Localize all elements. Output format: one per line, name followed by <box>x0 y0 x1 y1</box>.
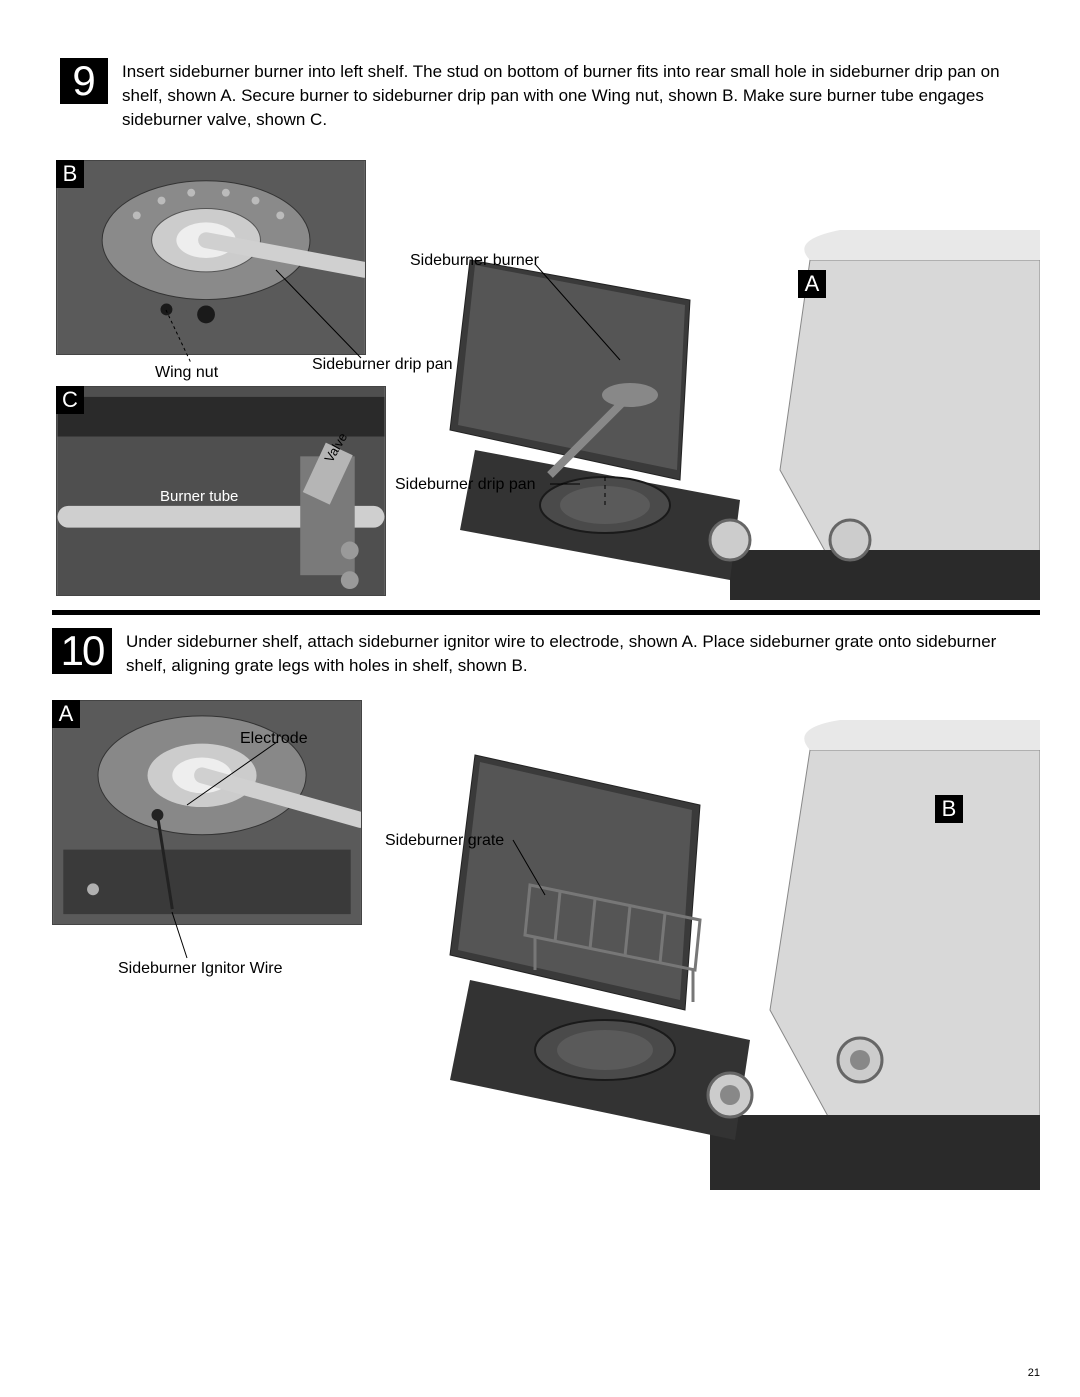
step-9-text: Insert sideburner burner into left shelf… <box>122 58 1040 131</box>
step-number-9: 9 <box>60 58 108 104</box>
step-10-text: Under sideburner shelf, attach sideburne… <box>126 628 1040 678</box>
callout-burner-tube: Burner tube <box>160 488 238 505</box>
step-10-header: 10 Under sideburner shelf, attach sidebu… <box>52 628 1040 678</box>
callout-drip-pan-mid: Sideburner drip pan <box>395 476 536 494</box>
figure-9-a <box>430 220 1040 600</box>
step-9-header: 9 Insert sideburner burner into left she… <box>60 58 1040 131</box>
step-number-10: 10 <box>52 628 112 674</box>
label-b-step10: B <box>935 795 963 823</box>
page-number: 21 <box>1028 1367 1040 1379</box>
label-a-step9: A <box>798 270 826 298</box>
section-divider <box>52 610 1040 615</box>
label-c-step9: C <box>56 386 84 414</box>
figure-10-b <box>420 720 1040 1190</box>
callout-sideburner-burner: Sideburner burner <box>410 252 539 270</box>
